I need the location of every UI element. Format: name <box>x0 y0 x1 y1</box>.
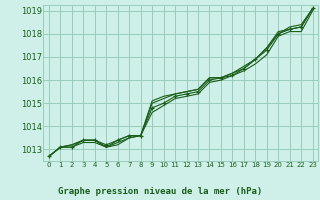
Text: Graphe pression niveau de la mer (hPa): Graphe pression niveau de la mer (hPa) <box>58 187 262 196</box>
